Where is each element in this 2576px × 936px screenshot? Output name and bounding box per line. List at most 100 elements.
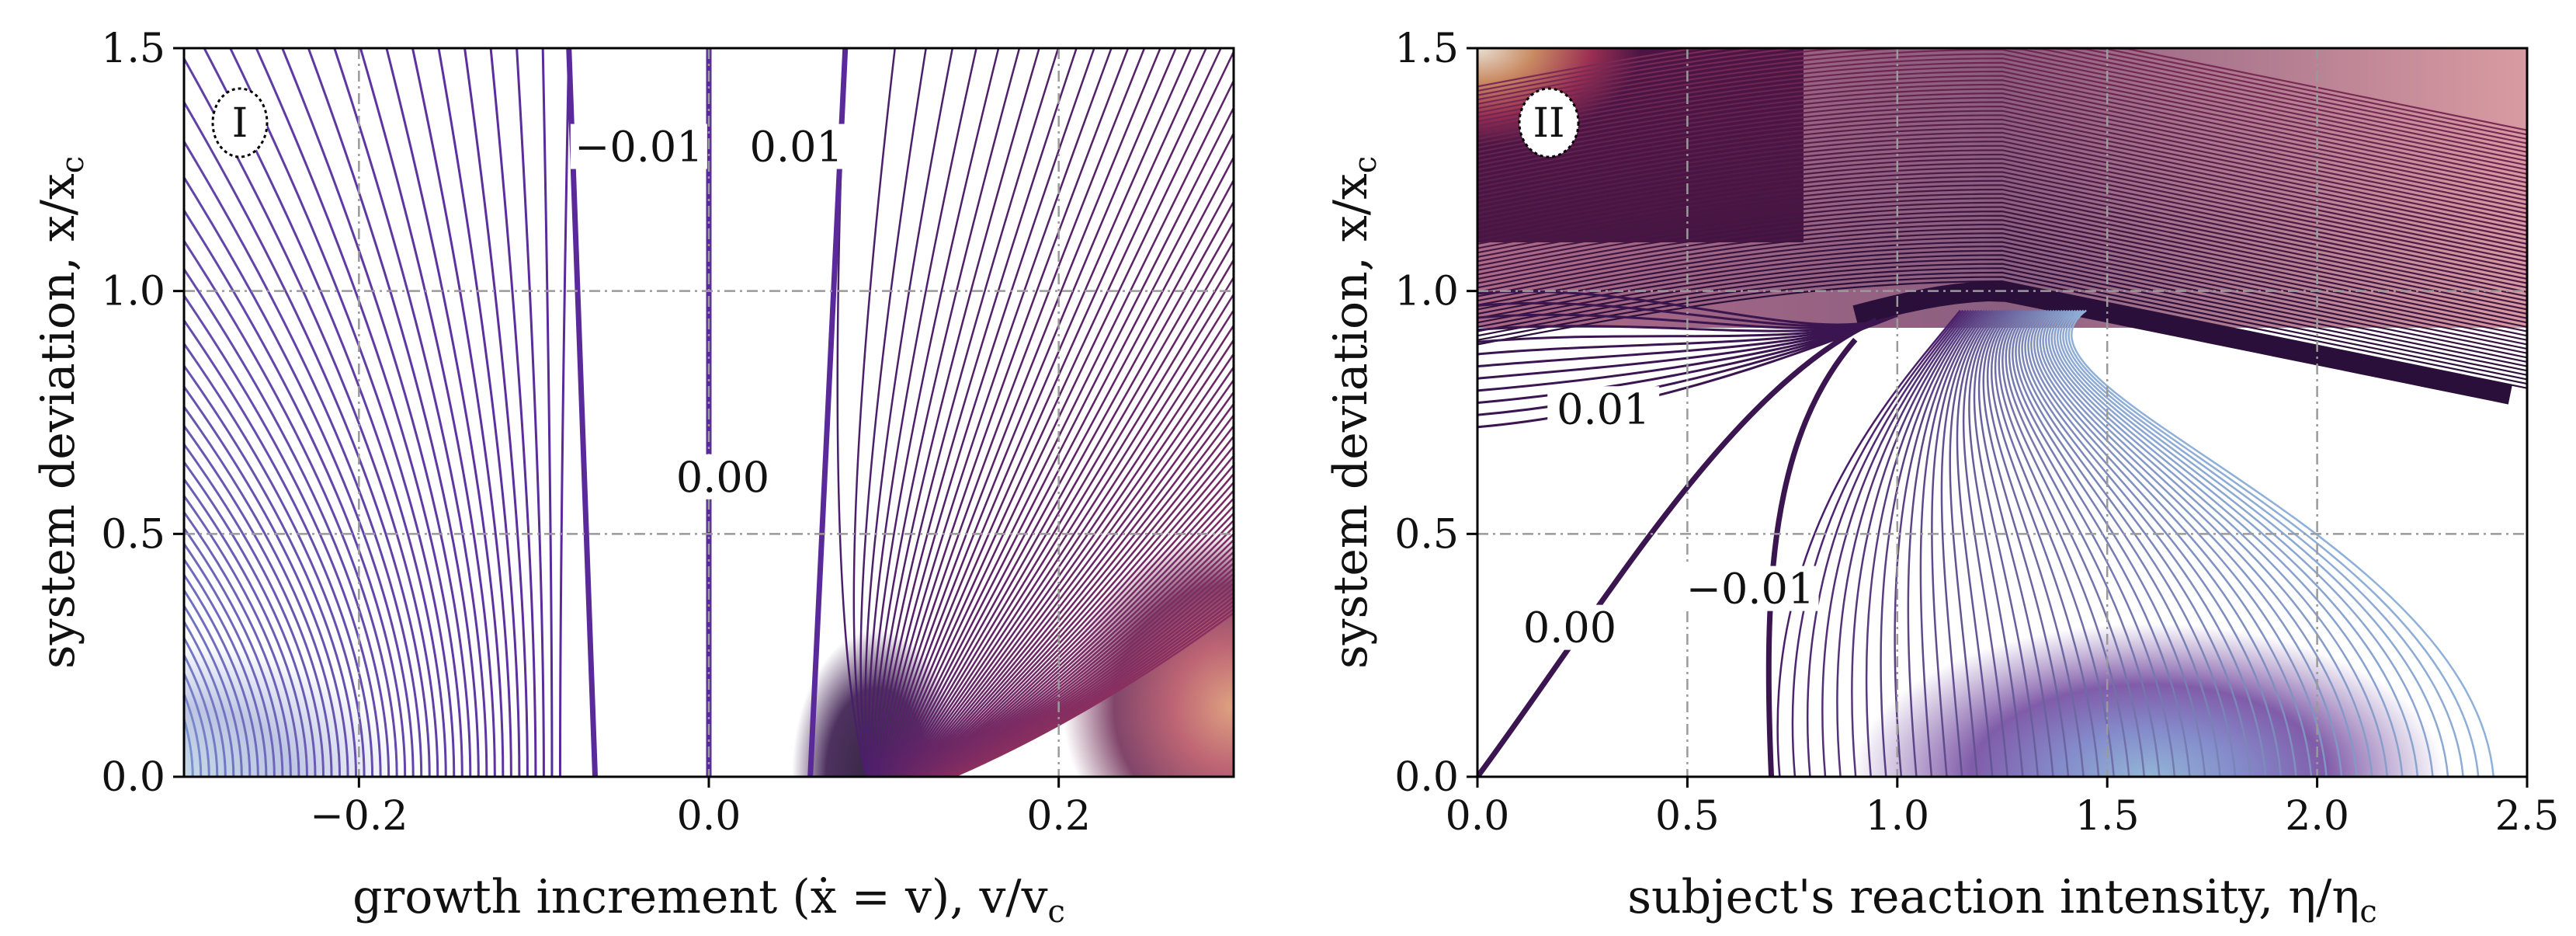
contour-line	[891, 105, 1234, 777]
key-contour-line	[1765, 337, 1858, 777]
contour-line	[1477, 271, 2527, 381]
contour-line	[901, 258, 1234, 777]
contour-line	[884, 48, 1177, 777]
contour-line	[1477, 48, 2527, 136]
contour-line	[881, 48, 1146, 777]
contour-line	[2071, 309, 2494, 777]
y-tick-label: 1.5	[101, 26, 165, 72]
panel-1-ylabel: system deviation, x/xc	[31, 156, 91, 669]
contour-line	[281, 48, 472, 777]
contour-line	[1994, 309, 2115, 777]
contour-line	[489, 48, 537, 777]
contour-line	[2054, 309, 2404, 777]
contour-line	[2027, 309, 2267, 777]
contour-line	[946, 591, 1234, 777]
contour-line	[1477, 101, 2527, 211]
contour-line	[1477, 88, 2527, 197]
contour-line	[184, 526, 284, 777]
contour-line	[2057, 309, 2419, 777]
contour-line	[1477, 263, 2527, 372]
panel-2-badge-label: II	[1533, 100, 1564, 147]
contour-line	[1477, 179, 2527, 289]
contour-line	[1477, 171, 2527, 280]
x-tick-label: 0.0	[1446, 793, 1510, 840]
contour-line	[184, 652, 219, 777]
contour-line	[184, 266, 391, 777]
contour-line	[2012, 309, 2191, 777]
contour-line	[184, 99, 431, 777]
contour-line	[936, 545, 1234, 777]
contour-label: −0.01	[1686, 565, 1814, 614]
contour-line	[1477, 48, 2527, 158]
contour-line	[950, 604, 1234, 777]
contour-line	[2030, 309, 2283, 777]
contour-line	[2001, 309, 2146, 777]
contour-line	[2005, 309, 2161, 777]
contour-line	[1477, 214, 2527, 324]
contour-line	[915, 413, 1234, 777]
contour-line	[914, 402, 1234, 777]
separatrix-band	[1852, 280, 2512, 405]
contour-line	[859, 48, 927, 777]
contour-line	[904, 308, 1234, 777]
contour-line	[928, 504, 1234, 777]
contour-line	[899, 239, 1234, 777]
contour-line	[516, 48, 545, 777]
contour-line	[953, 611, 1234, 777]
contour-line	[255, 48, 463, 777]
x-tick-label: −0.2	[310, 793, 408, 840]
contour-line	[934, 538, 1234, 777]
contour-label-bg	[570, 124, 707, 169]
contour-label-bg	[667, 454, 779, 499]
contour-line	[184, 442, 325, 777]
contour-line	[930, 519, 1234, 777]
contour-line	[184, 541, 276, 777]
contour-line	[1477, 276, 2527, 385]
contour-line	[950, 600, 1234, 777]
contour-line	[1968, 309, 2024, 777]
contour-line	[184, 572, 259, 777]
contour-line	[184, 715, 194, 777]
contour-label: 0.00	[676, 453, 769, 502]
contour-line	[2042, 309, 2343, 777]
contour-label: 0.01	[750, 123, 843, 172]
panel-2-contour-labels: 0.01 −0.01 0.00	[1513, 384, 1819, 652]
contour-line	[1477, 79, 2527, 188]
contour-line	[437, 48, 521, 777]
contour-label-bg	[740, 124, 852, 169]
contour-line	[184, 384, 349, 777]
contour-line	[887, 48, 1207, 777]
contour-line	[948, 595, 1234, 777]
contour-line	[1931, 309, 1991, 777]
contour-line	[1940, 309, 1994, 777]
contour-line	[880, 48, 1130, 777]
contour-line	[463, 48, 529, 777]
contour-line	[879, 48, 1113, 777]
contour-line	[1919, 309, 1988, 777]
contour-line	[898, 220, 1234, 777]
contour-line	[1477, 201, 2527, 311]
contour-line	[908, 352, 1234, 777]
contour-line	[2036, 309, 2313, 777]
contour-line	[1477, 228, 2527, 337]
panel-1-contours	[184, 48, 1234, 777]
contour-line	[359, 48, 496, 777]
panel-1-badge: I	[211, 87, 269, 158]
panel-2-frame	[1476, 47, 2529, 778]
contour-line	[1477, 127, 2527, 236]
contour-line	[877, 48, 1095, 777]
x-tick-label: 0.2	[1026, 793, 1091, 840]
contour-line	[184, 364, 358, 777]
contour-line	[411, 48, 512, 777]
contour-line	[1477, 48, 2527, 149]
contour-line	[1477, 245, 2527, 354]
contour-line	[893, 130, 1234, 777]
contour-line	[184, 557, 268, 777]
contour-line	[1477, 96, 2527, 206]
contour-label: 0.01	[1557, 384, 1650, 433]
contour-line	[911, 378, 1234, 777]
contour-line	[1477, 197, 2527, 306]
panel-2-xlabel: subject's reaction intensity, η/ηc	[1627, 870, 2377, 930]
contour-line	[952, 607, 1234, 777]
contour-line	[1821, 309, 1970, 777]
